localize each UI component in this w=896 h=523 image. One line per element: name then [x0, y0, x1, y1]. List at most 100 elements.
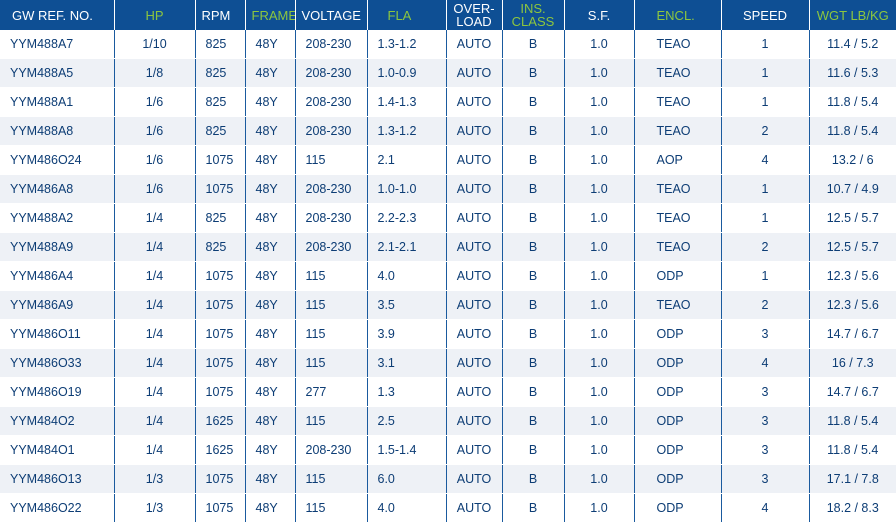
cell-fla: 2.2-2.3 [367, 203, 447, 233]
cell-overload: AUTO [446, 116, 503, 146]
cell-wgt: 11.8 / 5.4 [809, 406, 896, 436]
column-header-frame: FRAME [245, 0, 296, 30]
cell-gw-ref-no: YYM486A8 [0, 174, 115, 204]
cell-overload: AUTO [446, 232, 503, 262]
cell-rpm: 825 [195, 232, 246, 262]
cell-gw-ref-no: YYM486O22 [0, 493, 115, 523]
cell-voltage: 115 [295, 290, 368, 320]
cell-speed: 1 [721, 30, 810, 59]
cell-fla: 6.0 [367, 464, 447, 494]
cell-overload: AUTO [446, 145, 503, 175]
cell-voltage: 208-230 [295, 232, 368, 262]
column-header-encl: ENCL. [634, 0, 722, 30]
cell-encl: TEAO [634, 290, 722, 320]
cell-fla: 3.9 [367, 319, 447, 349]
table-row: YYM488A5 1/8 825 48Y 208-230 1.0-0.9 AUTO B 1.0 T… [0, 58, 896, 88]
cell-speed: 1 [721, 261, 810, 291]
cell-encl: ODP [634, 377, 722, 407]
cell-hp: 1/6 [114, 145, 196, 175]
cell-sf: 1.0 [564, 30, 635, 59]
cell-hp: 1/4 [114, 348, 196, 378]
cell-speed: 3 [721, 377, 810, 407]
cell-sf: 1.0 [564, 493, 635, 523]
cell-ins-class: B [502, 406, 565, 436]
cell-wgt: 12.5 / 5.7 [809, 203, 896, 233]
column-header-gw-ref-no: GW REF. NO. [0, 0, 115, 30]
cell-fla: 1.3 [367, 377, 447, 407]
cell-hp: 1/4 [114, 261, 196, 291]
cell-hp: 1/6 [114, 116, 196, 146]
cell-rpm: 1075 [195, 464, 246, 494]
cell-voltage: 208-230 [295, 58, 368, 88]
cell-rpm: 825 [195, 58, 246, 88]
cell-voltage: 115 [295, 319, 368, 349]
cell-gw-ref-no: YYM488A5 [0, 58, 115, 88]
cell-rpm: 825 [195, 116, 246, 146]
cell-gw-ref-no: YYM486O19 [0, 377, 115, 407]
column-header-speed: SPEED [721, 0, 810, 30]
cell-voltage: 208-230 [295, 174, 368, 204]
cell-frame: 48Y [245, 116, 296, 146]
cell-speed: 2 [721, 116, 810, 146]
cell-wgt: 11.8 / 5.4 [809, 87, 896, 117]
cell-hp: 1/6 [114, 174, 196, 204]
cell-sf: 1.0 [564, 348, 635, 378]
cell-voltage: 208-230 [295, 87, 368, 117]
cell-sf: 1.0 [564, 464, 635, 494]
cell-overload: AUTO [446, 464, 503, 494]
cell-frame: 48Y [245, 290, 296, 320]
cell-frame: 48Y [245, 87, 296, 117]
cell-speed: 3 [721, 406, 810, 436]
cell-ins-class: B [502, 30, 565, 59]
table-row: YYM484O2 1/4 1625 48Y 115 2.5 AUTO B 1.0 ODP 3 11.8… [0, 406, 896, 436]
cell-voltage: 115 [295, 406, 368, 436]
cell-frame: 48Y [245, 174, 296, 204]
cell-overload: AUTO [446, 174, 503, 204]
cell-overload: AUTO [446, 319, 503, 349]
cell-frame: 48Y [245, 435, 296, 465]
cell-hp: 1/6 [114, 87, 196, 117]
cell-sf: 1.0 [564, 435, 635, 465]
cell-sf: 1.0 [564, 377, 635, 407]
cell-hp: 1/3 [114, 464, 196, 494]
cell-frame: 48Y [245, 464, 296, 494]
cell-fla: 3.5 [367, 290, 447, 320]
cell-voltage: 208-230 [295, 435, 368, 465]
cell-fla: 1.3-1.2 [367, 30, 447, 59]
cell-ins-class: B [502, 290, 565, 320]
cell-sf: 1.0 [564, 145, 635, 175]
table-row: YYM488A2 1/4 825 48Y 208-230 2.2-2.3 AUTO B 1.0 T… [0, 203, 896, 233]
cell-speed: 3 [721, 435, 810, 465]
cell-encl: ODP [634, 464, 722, 494]
cell-frame: 48Y [245, 493, 296, 523]
table-row: YYM486O19 1/4 1075 48Y 277 1.3 AUTO B 1.0 ODP 3 14.… [0, 377, 896, 407]
column-header-sf: S.F. [564, 0, 635, 30]
header-row: GW REF. NO. HP RPM FRAME VOLTAGE FLA OVER- LOA… [0, 0, 896, 30]
cell-hp: 1/4 [114, 203, 196, 233]
cell-frame: 48Y [245, 377, 296, 407]
cell-wgt: 18.2 / 8.3 [809, 493, 896, 523]
cell-encl: TEAO [634, 174, 722, 204]
cell-rpm: 1625 [195, 406, 246, 436]
cell-gw-ref-no: YYM486A9 [0, 290, 115, 320]
cell-gw-ref-no: YYM488A9 [0, 232, 115, 262]
table-row: YYM486A9 1/4 1075 48Y 115 3.5 AUTO B 1.0 TEAO 2 12.… [0, 290, 896, 320]
cell-rpm: 1075 [195, 261, 246, 291]
cell-wgt: 14.7 / 6.7 [809, 377, 896, 407]
cell-encl: ODP [634, 435, 722, 465]
cell-frame: 48Y [245, 406, 296, 436]
cell-ins-class: B [502, 116, 565, 146]
column-header-overload: OVER- LOAD [446, 0, 503, 30]
cell-ins-class: B [502, 58, 565, 88]
cell-speed: 4 [721, 493, 810, 523]
cell-gw-ref-no: YYM488A8 [0, 116, 115, 146]
cell-encl: TEAO [634, 203, 722, 233]
cell-overload: AUTO [446, 406, 503, 436]
cell-gw-ref-no: YYM488A7 [0, 30, 115, 59]
cell-hp: 1/4 [114, 406, 196, 436]
cell-speed: 1 [721, 58, 810, 88]
cell-speed: 1 [721, 203, 810, 233]
cell-gw-ref-no: YYM486A4 [0, 261, 115, 291]
cell-voltage: 115 [295, 348, 368, 378]
cell-rpm: 1075 [195, 319, 246, 349]
